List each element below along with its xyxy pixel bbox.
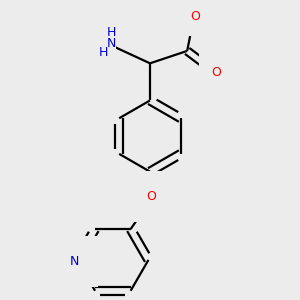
Text: O: O [146, 190, 156, 203]
Text: N: N [70, 255, 79, 268]
Text: O: O [190, 11, 200, 23]
Text: N: N [106, 37, 116, 50]
Text: H: H [99, 46, 108, 59]
Text: O: O [212, 66, 221, 79]
Text: H: H [106, 26, 116, 39]
